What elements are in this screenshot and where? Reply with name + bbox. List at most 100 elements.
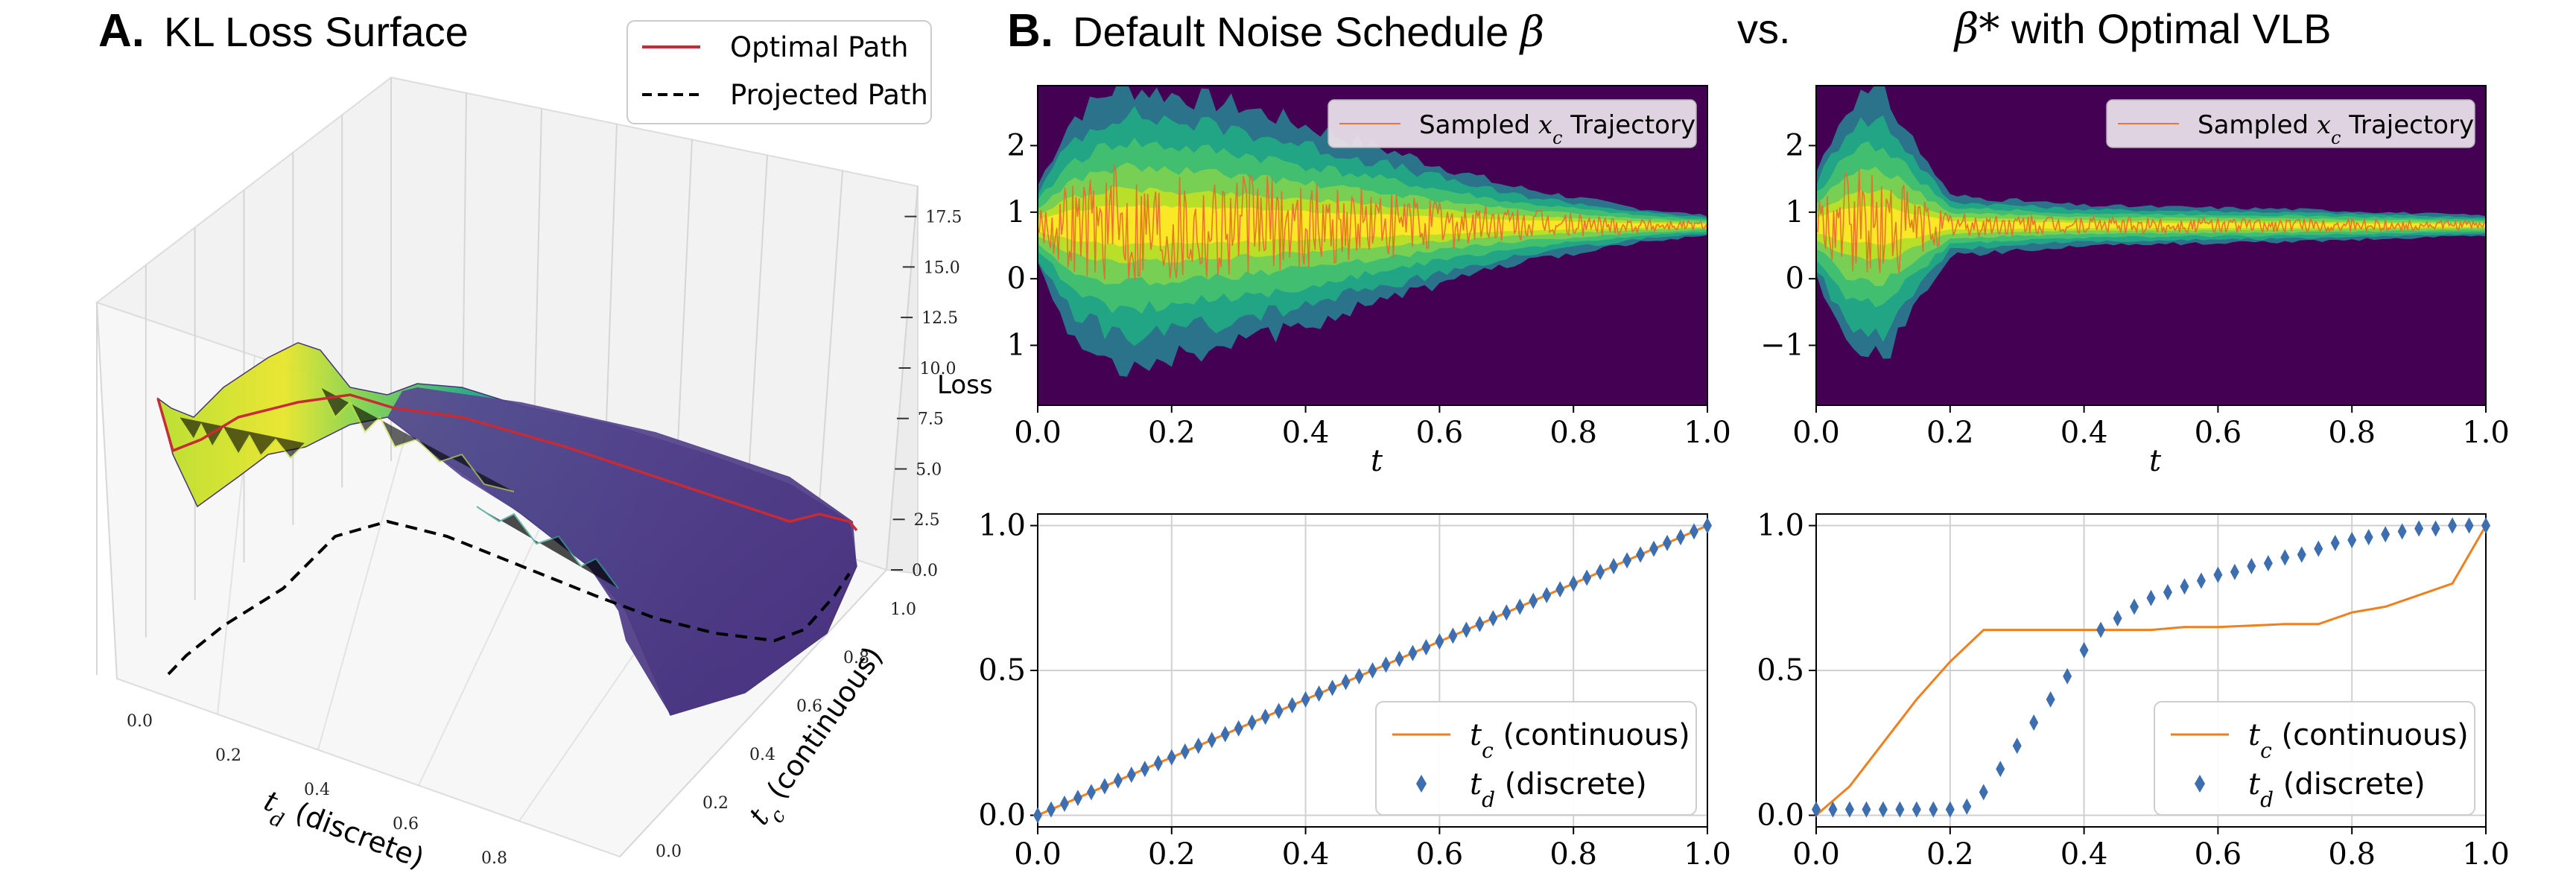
td-diamond-marker [2046,691,2055,708]
y-tick-label-3d: 0.4 [749,746,775,764]
y-tick-label: 0.0 [1757,798,1804,832]
x-tick-label: 0.2 [1926,416,1974,450]
heatmap-x-label: t [1371,444,1383,478]
x-tick-label: 1.0 [2462,837,2510,872]
y-tick-label: 0 [1007,261,1026,296]
legend-td-label: td (discrete) [2248,767,2426,812]
td-diamond-marker [1502,604,1511,621]
td-diamond-marker [2247,558,2256,574]
td-diamond-marker [1555,581,1565,598]
z-tick-label: 2.5 [914,511,940,530]
x-tick-label: 0.0 [1792,837,1840,872]
y-tick-label: 1 [1007,329,1026,363]
td-diamond-marker [1260,708,1270,726]
x-axis-ticks-3d: 0.00.20.40.60.81.0 [127,712,507,868]
legend-td-label: td (discrete) [1470,767,1647,812]
td-diamond-marker [2096,621,2106,638]
td-diamond-marker [1878,801,1888,818]
td-diamond-marker [1046,801,1056,818]
x-tick-label: 0.6 [1416,837,1464,872]
heatmap-default-schedule: 0.0 0.2 0.4 0.6 0.8 1.0 2 1 0 1 Sampled xc Trajec… [1007,85,1731,478]
line-chart-optimal: 0.0 0.2 0.4 0.6 0.8 1.0 0.0 0.5 1.0 tc (continuou… [1757,509,2509,872]
td-diamond-marker [1979,784,1988,801]
x-tick-label-3d: 0.2 [215,746,241,765]
td-diamond-marker [1368,662,1377,679]
td-diamond-marker [1812,801,1821,818]
td-diamond-marker [1193,737,1203,755]
legend-projected-label: Projected Path [730,79,928,111]
x-tick-label: 1.0 [2462,416,2510,450]
z-tick-label: 5.0 [916,460,942,479]
x-tick-label: 0.4 [1282,416,1330,450]
legend-td-swatch [2195,775,2205,793]
heatmap-x-label: t [2149,444,2162,478]
td-diamond-marker [1100,778,1109,795]
td-diamond-marker [1649,540,1659,557]
y-tick-label: 1.0 [978,509,1026,543]
heatmap-optimal-schedule: 0.0 0.2 0.4 0.6 0.8 1.0 2 1 0 −1 Sampled xc Traje… [1760,85,2510,478]
td-diamond-marker [1962,798,1972,815]
heatmap-legend-label: Sampled xc Trajectory [2198,110,2474,148]
td-diamond-marker [1912,801,1921,818]
td-diamond-marker [2180,578,2189,595]
td-diamond-marker [2397,523,2407,540]
sampled-trajectory [1038,164,1707,281]
td-diamond-marker [1113,772,1123,789]
x-tick-label: 0.6 [2195,416,2242,450]
legend-3d: Optimal Path Projected Path [626,20,932,124]
td-diamond-marker [1828,801,1838,818]
td-diamond-marker [1341,673,1351,691]
legend-tc-label: tc (continuous) [1470,718,1690,763]
y-tick-label: −1 [1760,329,1804,363]
td-diamond-marker [1609,558,1619,574]
z-axis-ticks: 0.0 2.5 5.0 7.5 10.0 12.5 15.0 17.5 [891,209,962,580]
heatmap-ticks: 0.0 0.2 0.4 0.6 0.8 1.0 2 1 0 −1 [1760,128,2510,450]
y-tick-label: 2 [1007,128,1026,162]
td-diamond-marker [1636,546,1646,563]
x-tick-label-3d: 0.6 [393,815,419,834]
td-diamond-marker [2297,546,2306,563]
line-chart-default: 0.0 0.2 0.4 0.6 0.8 1.0 0.0 0.5 1.0 tc (continuou… [978,509,1730,872]
td-diamond-marker [1354,667,1364,685]
td-diamond-marker [1287,697,1297,714]
x-tick-label: 0.0 [1014,837,1062,872]
z-tick-label: 12.5 [921,309,958,328]
td-diamond-marker [1945,801,1955,818]
x-tick-label: 0.2 [1148,416,1196,450]
x-tick-label: 0.6 [1416,416,1464,450]
heatmap-legend-label: Sampled xc Trajectory [1419,110,1695,148]
td-diamond-marker [1207,732,1216,749]
td-diamond-marker [2213,566,2223,583]
y-tick-label-3d: 0.0 [656,843,682,861]
projected-path-3d [167,519,851,676]
td-diamond-marker [1462,621,1471,638]
td-diamond-marker [2230,563,2239,580]
line-chart-legend: tc (continuous)td (discrete) [2154,701,2475,816]
td-diamond-marker [2280,549,2290,566]
x-tick-label: 0.0 [1014,416,1062,450]
td-diamond-marker [2263,555,2273,572]
td-diamond-marker [1220,726,1230,743]
td-diamond-marker [1234,720,1243,737]
panel-b-title: B. Default Noise Schedule β [1007,5,1545,57]
td-diamond-marker [1515,598,1525,615]
x-tick-label: 1.0 [1684,837,1731,872]
surface-texture [178,387,515,492]
td-diamond-marker [1059,795,1069,812]
sampled-trajectory [1816,168,2486,274]
td-diamond-marker [1086,784,1096,801]
panel-a-title: A. KL Loss Surface [98,5,469,57]
td-diamond-marker [1327,679,1337,697]
td-diamond-marker [2079,641,2089,659]
td-diamond-marker [1488,610,1498,626]
td-diamond-marker [1690,523,1699,540]
y-tick-label: 0.5 [978,653,1026,688]
heatmap-density [1816,86,2486,359]
panel-b-letter: B. [1007,5,1053,57]
y-tick-label-3d: 0.8 [843,649,869,667]
td-diamond-marker [1301,691,1310,708]
td-diamond-marker [1247,714,1257,731]
td-diamond-marker [2448,517,2458,534]
td-diamond-marker [2414,520,2424,537]
